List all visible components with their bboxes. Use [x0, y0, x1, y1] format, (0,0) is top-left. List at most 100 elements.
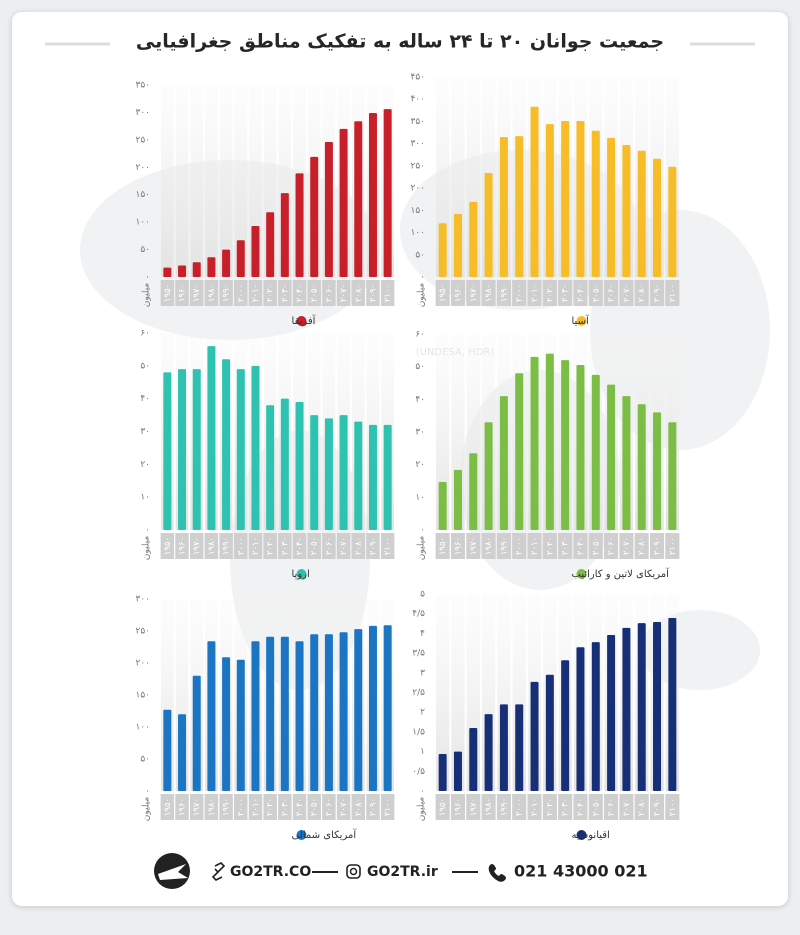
- x-tick-box: [619, 533, 634, 559]
- x-tick-box: [307, 280, 321, 306]
- y-tick-label: ۰: [420, 273, 425, 283]
- bar: [515, 136, 524, 277]
- x-tick-label: ۲۰۱۰: [251, 798, 261, 816]
- y-tick-label: ۴۰: [415, 395, 425, 405]
- bar: [207, 641, 216, 791]
- x-tick-label: ۱۹۶۰: [178, 537, 188, 555]
- bar: [383, 625, 392, 791]
- x-tick-label: ۲۰۷۰: [622, 798, 632, 816]
- bar: [499, 396, 508, 530]
- bar: [295, 401, 304, 530]
- y-tick-label: ۳۰: [140, 427, 150, 437]
- x-tick-label: ۱۹۸۰: [207, 537, 217, 555]
- x-tick-label: ۲۰۰۰: [236, 537, 246, 555]
- instagram: GO2TR.ir: [367, 864, 438, 880]
- bar: [310, 415, 319, 530]
- bar: [236, 369, 245, 530]
- y-tick-label: ۱۵۰: [410, 206, 425, 216]
- x-tick-box: [307, 533, 321, 559]
- x-tick-label: ۱۹۸۰: [484, 537, 494, 555]
- bar: [266, 405, 275, 530]
- x-tick-box: [466, 280, 481, 306]
- y-tick-label: ۱: [420, 747, 425, 757]
- x-tick-label: ۲۱۰۰: [668, 284, 678, 302]
- x-tick-box: [351, 794, 366, 820]
- logo-plane: [158, 864, 188, 880]
- legend-label: آفریقا: [292, 314, 317, 327]
- y-tick-label: ۲۰: [140, 460, 150, 470]
- x-tick-box: [542, 533, 557, 559]
- x-tick-box: [307, 794, 321, 820]
- legend-label: آمریکای شمالی: [292, 828, 358, 841]
- bar: [545, 124, 554, 277]
- bar: [545, 674, 554, 791]
- x-tick-box: [496, 280, 511, 306]
- y-tick-label: ۲۵۰: [410, 161, 425, 171]
- x-tick-label: ۱۹۵۰: [163, 798, 173, 816]
- x-tick-box: [634, 280, 649, 306]
- x-tick-label: ۲۰۲۰: [545, 798, 555, 816]
- bar: [438, 223, 447, 277]
- x-tick-label: ۲۰۸۰: [354, 537, 364, 555]
- x-tick-label: ۱۹۶۰: [178, 284, 188, 302]
- x-tick-box: [292, 794, 307, 820]
- x-tick-box: [588, 280, 603, 306]
- x-tick-box: [189, 280, 204, 306]
- y-tick-label: ۰/۵: [412, 767, 425, 777]
- bar: [484, 173, 493, 277]
- bar: [607, 137, 616, 277]
- x-tick-box: [450, 533, 466, 559]
- legend-swatch: [576, 569, 587, 579]
- y-tick-label: ۱۰۰: [410, 228, 425, 238]
- x-tick-box: [481, 280, 496, 306]
- bar: [469, 453, 478, 530]
- bar: [236, 240, 245, 277]
- x-tick-box: [665, 280, 680, 306]
- bar: [178, 714, 187, 791]
- bar: [668, 422, 677, 530]
- bar: [515, 373, 524, 530]
- x-tick-label: ۱۹۶۰: [453, 284, 463, 302]
- x-tick-box: [292, 280, 307, 306]
- x-tick-label: ۲۰۳۰: [561, 537, 571, 555]
- bar: [484, 714, 493, 791]
- instagram-icon-lens: [349, 867, 358, 876]
- x-tick-box: [573, 794, 588, 820]
- y-tick-label: ۴/۵: [412, 609, 425, 619]
- bar: [668, 166, 677, 277]
- x-tick-box: [322, 280, 336, 306]
- x-tick-box: [248, 794, 263, 820]
- x-tick-box: [234, 533, 248, 559]
- bar-background: [219, 85, 233, 277]
- legend-swatch: [296, 316, 307, 326]
- bar: [499, 704, 508, 791]
- bar: [637, 404, 646, 530]
- x-tick-label: ۱۹۸۰: [207, 798, 217, 816]
- y-tick-label: ۳۰۰: [135, 595, 150, 605]
- y-tick-label: ۳: [420, 668, 425, 678]
- website: GO2TR.CO: [230, 864, 311, 880]
- x-tick-box: [649, 794, 665, 820]
- x-tick-label: ۲۰۴۰: [295, 537, 305, 555]
- bar: [653, 621, 662, 791]
- x-tick-box: [558, 794, 573, 820]
- x-tick-label: ۱۹۷۰: [469, 284, 479, 302]
- x-tick-label: ۲۰۰۰: [236, 284, 246, 302]
- x-tick-box: [619, 794, 634, 820]
- bar: [576, 121, 585, 277]
- x-tick-label: ۲۰۸۰: [637, 284, 647, 302]
- x-tick-box: [189, 533, 204, 559]
- bar: [178, 369, 187, 530]
- bar: [163, 709, 172, 791]
- x-tick-box: [527, 533, 542, 559]
- x-tick-label: ۲۰۲۰: [266, 798, 276, 816]
- x-tick-box: [435, 794, 450, 820]
- y-tick-label: ۲۰۰: [135, 163, 150, 173]
- y-tick-label: ۳/۵: [412, 649, 425, 659]
- bar: [192, 262, 201, 277]
- y-tick-label: ۰: [420, 526, 425, 536]
- bar: [530, 356, 539, 530]
- y-tick-label: ۶۰: [140, 329, 150, 339]
- bar: [622, 396, 631, 530]
